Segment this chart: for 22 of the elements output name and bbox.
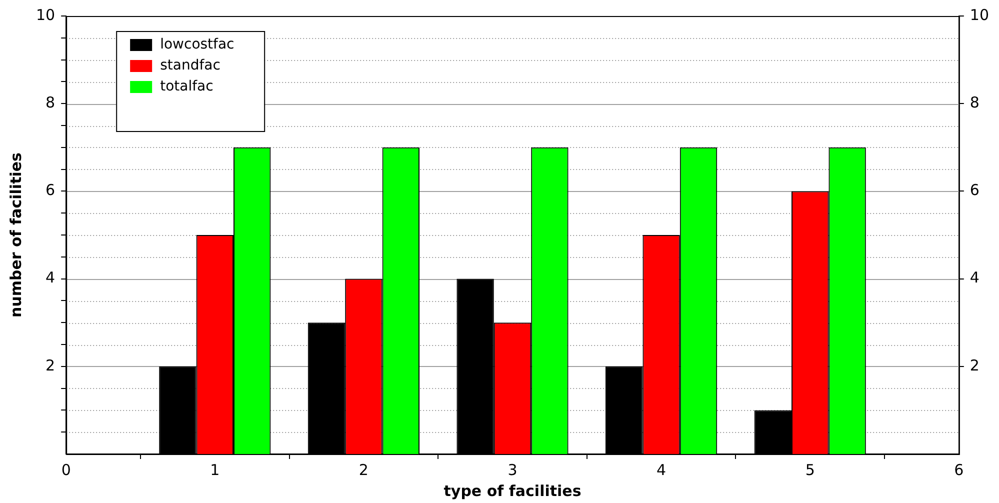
x-tick-label: 4 — [656, 460, 666, 479]
legend-label: standfac — [160, 58, 220, 74]
x-tick-label: 0 — [61, 460, 71, 479]
y-tick-label: 2 — [46, 356, 56, 374]
y2-tick-label: 2 — [970, 356, 980, 374]
x-tick-label: 3 — [508, 460, 518, 479]
y-axis-title: number of facilities — [6, 152, 25, 318]
y-tick-label: 6 — [46, 181, 56, 200]
y2-tick-label: 8 — [970, 93, 980, 112]
x-tick-label: 5 — [805, 460, 815, 479]
legend-label: totalfac — [160, 78, 214, 95]
y2-tick-label: 10 — [970, 6, 990, 24]
x-axis-title: type of facilities — [444, 482, 582, 500]
y2-tick-label: 4 — [970, 268, 980, 287]
x-tick-label: 2 — [358, 460, 368, 479]
x-tick-label: 6 — [954, 460, 964, 479]
x-tick-label: 1 — [210, 460, 220, 479]
y-tick-label: 10 — [36, 6, 56, 24]
y-tick-label: 4 — [46, 268, 56, 287]
y-tick-label: 8 — [46, 93, 56, 112]
y2-tick-label: 6 — [970, 181, 980, 200]
legend-label: lowcostfac — [160, 36, 234, 53]
